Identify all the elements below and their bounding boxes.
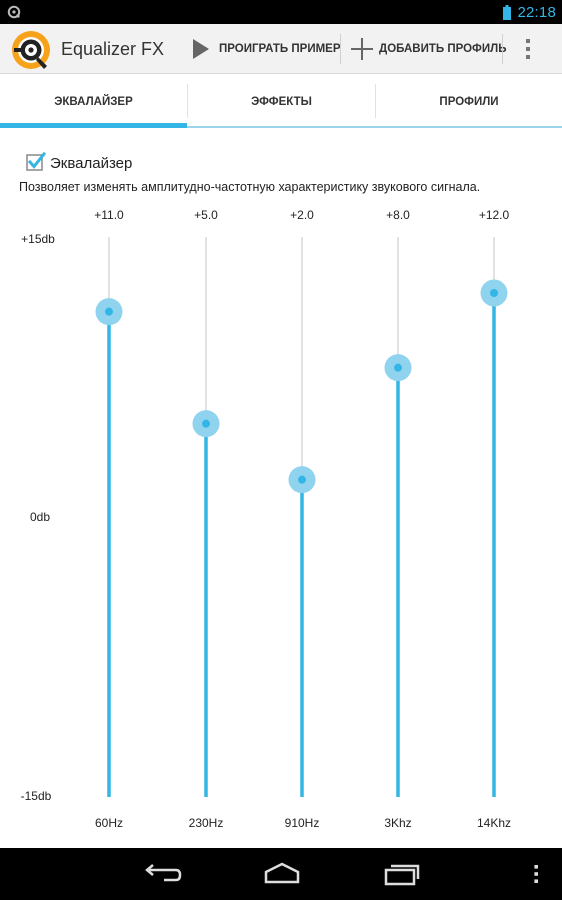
tab-profiles[interactable]: ПРОФИЛИ: [376, 75, 562, 128]
band-frequency-label: 60Hz: [94, 816, 123, 830]
band-frequency-label: 230Hz: [188, 816, 224, 830]
db-scale-min-label: -15db: [20, 789, 52, 803]
eq-band-slider[interactable]: [95, 237, 123, 797]
band-value-label: +11.0: [94, 208, 124, 222]
tab-label: ЭКВАЛАЙЗЕР: [54, 95, 133, 108]
tab-equalizer[interactable]: ЭКВАЛАЙЗЕР: [0, 75, 187, 128]
tab-effects[interactable]: ЭФФЕКТЫ: [188, 75, 375, 128]
navigation-bar: [0, 848, 562, 900]
tab-separator: [187, 84, 188, 118]
slider-thumb-center: [105, 307, 113, 316]
tab-separator: [375, 84, 376, 118]
battery-icon: [503, 4, 512, 20]
tab-bar: ЭКВАЛАЙЗЕР ЭФФЕКТЫ ПРОФИЛИ: [0, 75, 562, 128]
tab-underline: [0, 126, 562, 128]
tab-label: ЭФФЕКТЫ: [251, 95, 312, 108]
slider-thumb-center: [490, 289, 498, 297]
play-icon: [193, 39, 209, 59]
play-sample-label: ПРОИГРАТЬ ПРИМЕР: [219, 43, 341, 55]
status-bar: 22:18: [0, 0, 562, 24]
db-scale-mid-label: 0db: [29, 510, 51, 524]
eq-band-slider[interactable]: [192, 237, 220, 797]
band-value-label: +2.0: [290, 208, 314, 222]
band-value-label: +8.0: [386, 208, 410, 222]
status-time: 22:18: [517, 3, 556, 21]
band-frequency-label: 3Khz: [384, 816, 412, 830]
plus-icon: [351, 38, 373, 60]
recent-apps-icon[interactable]: [382, 860, 422, 888]
overflow-menu-icon[interactable]: [516, 37, 540, 61]
band-value-label: +12.0: [478, 208, 510, 222]
add-profile-button[interactable]: ДОБАВИТЬ ПРОФИЛЬ: [350, 24, 506, 74]
menu-dots-icon[interactable]: [520, 860, 556, 888]
equalizer-label: Эквалайзер: [50, 155, 133, 172]
band-frequency-label: 14Khz: [476, 816, 512, 830]
band-value-label: +5.0: [194, 208, 218, 222]
eq-band-slider[interactable]: [480, 237, 508, 797]
equalizer-description: Позволяет изменять амплитудно-частотную …: [19, 180, 481, 194]
home-icon[interactable]: [262, 860, 302, 888]
add-profile-label: ДОБАВИТЬ ПРОФИЛЬ: [379, 43, 507, 55]
equalizer-checkbox[interactable]: [26, 152, 46, 172]
play-sample-button[interactable]: ПРОИГРАТЬ ПРИМЕР: [191, 24, 341, 74]
back-icon[interactable]: [142, 860, 182, 888]
equalizer-fx-logo-icon[interactable]: [10, 29, 52, 71]
action-bar: Equalizer FX ПРОИГРАТЬ ПРИМЕР ДОБАВИТЬ П…: [0, 24, 562, 74]
eq-band-slider[interactable]: [288, 237, 316, 797]
action-divider: [502, 34, 503, 64]
db-scale-max-label: +15db: [21, 232, 55, 246]
band-frequency-label: 910Hz: [284, 816, 320, 830]
eq-band-slider[interactable]: [384, 237, 412, 797]
app-title: Equalizer FX: [61, 39, 165, 59]
selected-tab-indicator: [0, 123, 187, 128]
slider-thumb-center: [394, 363, 402, 372]
tab-label: ПРОФИЛИ: [439, 95, 499, 108]
app-notification-icon: [7, 5, 21, 19]
slider-thumb-center: [298, 475, 306, 484]
slider-thumb-center: [202, 419, 210, 428]
action-divider: [340, 34, 341, 64]
